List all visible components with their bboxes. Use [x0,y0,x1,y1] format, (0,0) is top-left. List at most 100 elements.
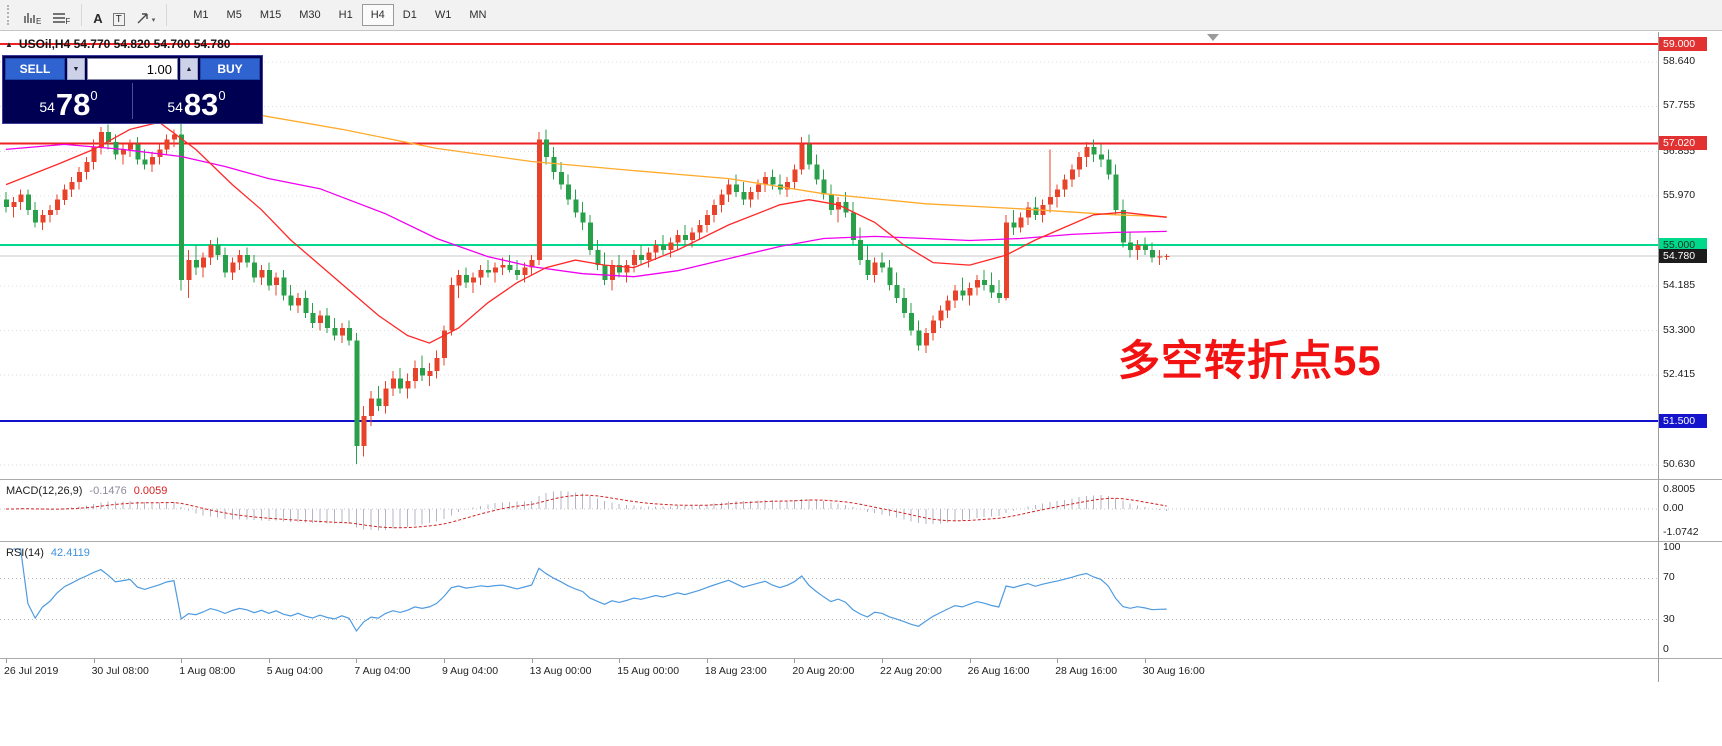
price-badge-59.000: 59.000 [1659,36,1707,51]
time-axis-tick [93,659,95,663]
time-axis-tick [181,659,183,663]
candle [719,189,725,213]
panel-separator[interactable] [0,658,1722,659]
time-axis-tick [268,659,270,663]
timeframe-button-H1[interactable]: H1 [330,4,362,26]
time-axis-tick [1057,659,1059,663]
candle [33,202,39,228]
one-click-toggle-icon[interactable]: ▲ [5,39,13,49]
candle [777,174,783,195]
cycle-lines-icon[interactable]: E [18,2,45,28]
price-axis-separator[interactable] [1658,32,1659,682]
toolbar-grip[interactable] [7,5,11,25]
fibonacci-icon[interactable]: F [47,2,74,28]
buy-button[interactable]: BUY [200,58,260,80]
candle [785,177,791,198]
candle [1106,149,1112,180]
time-axis-tick [444,659,445,663]
lot-decrease-button[interactable]: ▼ [67,58,85,80]
time-axis-label: 15 Aug 00:00 [617,665,680,677]
price-badge-57.020: 57.020 [1659,136,1707,151]
price-axis[interactable]: 58.640 57.755 56.855 55.970 54.185 53.300 52.4… [1659,0,1722,746]
candle [47,204,53,223]
macd-axis-label: 0.8005 [1663,483,1696,495]
candle [931,315,937,341]
buy-price-prefix: 54 [167,99,183,115]
candle [296,292,301,313]
macd-header: MACD(12,26,9) -0.1476 0.0059 [6,485,167,497]
timeframe-button-M5[interactable]: M5 [218,4,251,26]
time-axis[interactable]: 26 Jul 2019 30 Jul 08:00 1 Aug 08:00 5 Aug … [0,659,1658,682]
sell-price-display[interactable]: 54 78 0 [5,81,132,121]
arrows-tool-icon[interactable]: ▾ [131,2,160,28]
timeframe-button-M1[interactable]: M1 [184,4,217,26]
candle [106,124,112,150]
candle [1099,144,1104,167]
sell-button[interactable]: SELL [5,58,65,80]
candle [982,270,988,291]
lot-increase-button[interactable]: ▲ [180,58,198,80]
horizontal-lines-layer [0,42,1658,423]
candle [252,255,258,283]
time-axis-label: 26 Aug 16:00 [967,665,1030,677]
candle [434,350,440,379]
candle [748,187,754,208]
timeframe-button-M15[interactable]: M15 [251,4,290,26]
macd-axis-label: -1.0742 [1663,526,1699,538]
timeframe-button-MN[interactable]: MN [460,4,495,26]
time-axis-label: 20 Aug 20:00 [792,665,855,677]
candle [412,360,418,389]
candle [799,136,805,175]
text-tool-icon[interactable]: A [89,2,106,28]
lot-size-input[interactable] [87,58,178,80]
candle [128,139,134,157]
candle [1047,149,1053,213]
candle [573,189,579,218]
timeframe-button-D1[interactable]: D1 [394,4,426,26]
candle [1033,197,1039,220]
candle [631,250,637,273]
price-axis-label: 50.630 [1663,457,1696,470]
candle [471,272,477,293]
macd-panel-surface[interactable] [0,480,1658,541]
candle [120,144,126,165]
candle [865,245,871,281]
sell-price-sup: 0 [90,88,98,103]
time-axis-tick [6,659,7,663]
tool-sub-label: E [36,17,42,26]
time-axis-tick [531,659,533,663]
shift-marker-icon [1207,34,1219,41]
time-axis-label: 26 Jul 2019 [4,665,59,677]
candle [390,370,396,396]
candle [1077,151,1083,178]
candle [369,390,374,427]
text-label-tool-icon[interactable]: T [109,2,129,28]
price-divider [132,83,133,119]
candle [62,184,68,205]
timeframe-button-M30[interactable]: M30 [290,4,329,26]
rsi-panel-surface[interactable] [0,542,1658,658]
candle [201,252,207,278]
candle [361,406,367,457]
candle [1040,199,1046,223]
candle [208,240,214,266]
candle [595,240,601,271]
time-axis-tick [706,659,708,663]
buy-price-display[interactable]: 54 83 0 [133,81,260,121]
panel-separator[interactable] [0,541,1722,542]
time-axis-label: 9 Aug 04:00 [442,665,499,677]
timeframe-group: M1 M5 M15 M30 H1 H4 D1 W1 MN [184,4,495,26]
timeframe-button-W1[interactable]: W1 [426,4,461,26]
main-chart-surface[interactable] [0,32,1658,479]
candle [1062,174,1068,198]
panel-separator[interactable] [0,479,1722,480]
timeframe-button-H4[interactable]: H4 [361,4,394,26]
candle [960,277,966,301]
candle [763,172,769,193]
candle [449,277,455,336]
candle [1069,164,1075,188]
order-entry-row: SELL ▼ ▲ BUY [5,58,260,80]
candle [1164,254,1170,261]
candle [566,174,572,205]
